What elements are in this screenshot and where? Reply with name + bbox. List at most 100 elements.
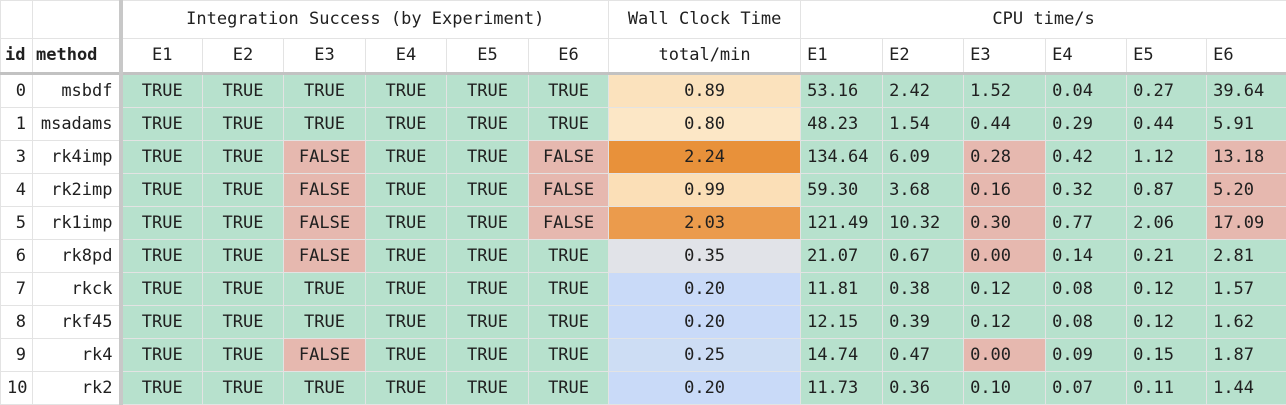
integration-cell[interactable]: TRUE bbox=[447, 339, 529, 372]
integration-cell[interactable]: TRUE bbox=[366, 372, 447, 405]
cpu-time-cell[interactable]: 0.12 bbox=[964, 273, 1046, 306]
cpu-col-header[interactable]: E4 bbox=[1046, 39, 1127, 74]
integration-cell[interactable]: TRUE bbox=[366, 306, 447, 339]
integration-cell[interactable]: FALSE bbox=[284, 174, 366, 207]
method-cell[interactable]: rk8pd bbox=[33, 240, 121, 273]
cpu-col-header[interactable]: E5 bbox=[1127, 39, 1207, 74]
wall-clock-cell[interactable]: 2.03 bbox=[609, 207, 801, 240]
integration-cell[interactable]: TRUE bbox=[121, 207, 203, 240]
id-cell[interactable]: 3 bbox=[1, 141, 33, 174]
cpu-time-cell[interactable]: 0.29 bbox=[1046, 108, 1127, 141]
integration-cell[interactable]: TRUE bbox=[121, 74, 203, 108]
cpu-time-cell[interactable]: 0.12 bbox=[1127, 306, 1207, 339]
header-cell-empty-method[interactable] bbox=[33, 1, 121, 39]
method-column-header[interactable]: method bbox=[33, 39, 121, 74]
integration-cell[interactable]: FALSE bbox=[529, 174, 609, 207]
integration-cell[interactable]: TRUE bbox=[121, 240, 203, 273]
cpu-time-cell[interactable]: 1.57 bbox=[1207, 273, 1286, 306]
id-cell[interactable]: 7 bbox=[1, 273, 33, 306]
cpu-time-cell[interactable]: 2.06 bbox=[1127, 207, 1207, 240]
cpu-time-cell[interactable]: 59.30 bbox=[801, 174, 883, 207]
integration-cell[interactable]: TRUE bbox=[121, 174, 203, 207]
cpu-time-cell[interactable]: 134.64 bbox=[801, 141, 883, 174]
cpu-time-cell[interactable]: 3.68 bbox=[883, 174, 964, 207]
integration-cell[interactable]: TRUE bbox=[121, 108, 203, 141]
wall-clock-col-header[interactable]: total/min bbox=[609, 39, 801, 74]
cpu-time-group-header[interactable]: CPU time/s bbox=[801, 1, 1286, 39]
integration-cell[interactable]: TRUE bbox=[529, 273, 609, 306]
integration-cell[interactable]: TRUE bbox=[447, 207, 529, 240]
integration-cell[interactable]: TRUE bbox=[203, 174, 284, 207]
integration-cell[interactable]: TRUE bbox=[529, 74, 609, 108]
cpu-time-cell[interactable]: 14.74 bbox=[801, 339, 883, 372]
method-cell[interactable]: rk4imp bbox=[33, 141, 121, 174]
cpu-time-cell[interactable]: 0.77 bbox=[1046, 207, 1127, 240]
integration-cell[interactable]: TRUE bbox=[121, 339, 203, 372]
integration-cell[interactable]: TRUE bbox=[203, 108, 284, 141]
cpu-time-cell[interactable]: 0.27 bbox=[1127, 74, 1207, 108]
integration-cell[interactable]: TRUE bbox=[284, 372, 366, 405]
wall-clock-cell[interactable]: 2.24 bbox=[609, 141, 801, 174]
integration-cell[interactable]: TRUE bbox=[203, 306, 284, 339]
integration-cell[interactable]: TRUE bbox=[203, 372, 284, 405]
integration-cell[interactable]: FALSE bbox=[284, 207, 366, 240]
cpu-col-header[interactable]: E2 bbox=[883, 39, 964, 74]
integration-cell[interactable]: TRUE bbox=[366, 273, 447, 306]
cpu-time-cell[interactable]: 13.18 bbox=[1207, 141, 1286, 174]
cpu-time-cell[interactable]: 0.42 bbox=[1046, 141, 1127, 174]
cpu-time-cell[interactable]: 0.00 bbox=[964, 240, 1046, 273]
method-cell[interactable]: rk4 bbox=[33, 339, 121, 372]
integration-col-header[interactable]: E2 bbox=[203, 39, 284, 74]
id-cell[interactable]: 0 bbox=[1, 74, 33, 108]
cpu-time-cell[interactable]: 1.87 bbox=[1207, 339, 1286, 372]
id-cell[interactable]: 6 bbox=[1, 240, 33, 273]
integration-cell[interactable]: TRUE bbox=[447, 240, 529, 273]
integration-cell[interactable]: TRUE bbox=[366, 141, 447, 174]
integration-col-header[interactable]: E3 bbox=[284, 39, 366, 74]
integration-cell[interactable]: TRUE bbox=[203, 240, 284, 273]
id-cell[interactable]: 1 bbox=[1, 108, 33, 141]
cpu-time-cell[interactable]: 0.16 bbox=[964, 174, 1046, 207]
method-cell[interactable]: rkck bbox=[33, 273, 121, 306]
integration-cell[interactable]: TRUE bbox=[447, 306, 529, 339]
cpu-time-cell[interactable]: 1.12 bbox=[1127, 141, 1207, 174]
integration-cell[interactable]: TRUE bbox=[529, 339, 609, 372]
cpu-col-header[interactable]: E6 bbox=[1207, 39, 1286, 74]
wall-clock-cell[interactable]: 0.80 bbox=[609, 108, 801, 141]
cpu-time-cell[interactable]: 0.87 bbox=[1127, 174, 1207, 207]
cpu-time-cell[interactable]: 2.42 bbox=[883, 74, 964, 108]
cpu-time-cell[interactable]: 0.14 bbox=[1046, 240, 1127, 273]
method-cell[interactable]: rkf45 bbox=[33, 306, 121, 339]
method-cell[interactable]: msadams bbox=[33, 108, 121, 141]
cpu-time-cell[interactable]: 0.38 bbox=[883, 273, 964, 306]
cpu-time-cell[interactable]: 21.07 bbox=[801, 240, 883, 273]
integration-cell[interactable]: TRUE bbox=[284, 306, 366, 339]
integration-cell[interactable]: FALSE bbox=[529, 141, 609, 174]
cpu-time-cell[interactable]: 1.54 bbox=[883, 108, 964, 141]
integration-col-header[interactable]: E4 bbox=[366, 39, 447, 74]
cpu-time-cell[interactable]: 5.91 bbox=[1207, 108, 1286, 141]
id-cell[interactable]: 4 bbox=[1, 174, 33, 207]
id-cell[interactable]: 9 bbox=[1, 339, 33, 372]
wall-clock-cell[interactable]: 0.20 bbox=[609, 306, 801, 339]
cpu-time-cell[interactable]: 1.44 bbox=[1207, 372, 1286, 405]
cpu-time-cell[interactable]: 0.32 bbox=[1046, 174, 1127, 207]
integration-cell[interactable]: FALSE bbox=[529, 207, 609, 240]
integration-cell[interactable]: FALSE bbox=[284, 240, 366, 273]
cpu-time-cell[interactable]: 0.09 bbox=[1046, 339, 1127, 372]
integration-cell[interactable]: TRUE bbox=[366, 74, 447, 108]
cpu-time-cell[interactable]: 0.12 bbox=[964, 306, 1046, 339]
cpu-time-cell[interactable]: 0.44 bbox=[1127, 108, 1207, 141]
integration-cell[interactable]: TRUE bbox=[203, 207, 284, 240]
cpu-time-cell[interactable]: 48.23 bbox=[801, 108, 883, 141]
cpu-time-cell[interactable]: 12.15 bbox=[801, 306, 883, 339]
integration-cell[interactable]: FALSE bbox=[284, 141, 366, 174]
integration-col-header[interactable]: E6 bbox=[529, 39, 609, 74]
integration-cell[interactable]: TRUE bbox=[529, 108, 609, 141]
integration-cell[interactable]: TRUE bbox=[121, 141, 203, 174]
integration-cell[interactable]: TRUE bbox=[203, 74, 284, 108]
cpu-time-cell[interactable]: 0.04 bbox=[1046, 74, 1127, 108]
cpu-time-cell[interactable]: 39.64 bbox=[1207, 74, 1286, 108]
cpu-time-cell[interactable]: 0.36 bbox=[883, 372, 964, 405]
cpu-time-cell[interactable]: 0.08 bbox=[1046, 306, 1127, 339]
